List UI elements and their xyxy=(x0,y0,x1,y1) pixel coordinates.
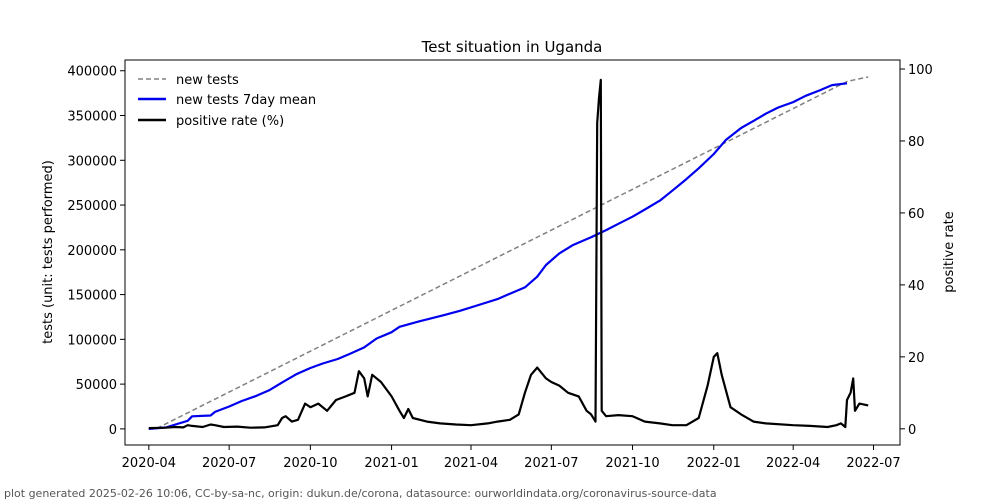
x-tick-label: 2020-07 xyxy=(202,456,256,471)
y-left-tick-label: 400000 xyxy=(67,65,117,80)
x-tick-label: 2021-10 xyxy=(605,456,659,471)
y-left-tick-label: 50000 xyxy=(76,378,117,393)
x-tick-label: 2020-04 xyxy=(122,456,176,471)
y-left-tick-label: 250000 xyxy=(67,199,117,214)
y-right-tick-label: 80 xyxy=(908,135,925,150)
y-axis-right: 0 20 40 60 80 100 xyxy=(900,63,933,438)
y-left-tick-label: 100000 xyxy=(67,333,117,348)
y-right-tick-label: 100 xyxy=(908,63,933,78)
x-axis: 2020-04 2020-07 2020-10 2021-01 2021-04 2021-… xyxy=(122,445,901,471)
chart-title: Test situation in Uganda xyxy=(421,38,603,56)
series-new-tests-7day-mean xyxy=(148,82,848,430)
x-tick-label: 2022-01 xyxy=(687,456,741,471)
plot-frame xyxy=(124,59,901,446)
x-tick-label: 2021-04 xyxy=(444,456,498,471)
legend-label-positive-rate: positive rate (%) xyxy=(176,114,284,129)
y-left-tick-label: 150000 xyxy=(67,289,117,304)
y-axis-left: 0 50000 100000 150000 200000 250000 300000 3500… xyxy=(67,65,125,438)
y-right-tick-label: 60 xyxy=(908,207,925,222)
x-tick-label: 2022-04 xyxy=(766,456,820,471)
y-axis-left-label: tests (unit: tests performed) xyxy=(41,160,56,344)
legend-label-7day-mean: new tests 7day mean xyxy=(176,93,316,108)
y-left-tick-label: 200000 xyxy=(67,244,117,259)
y-left-tick-label: 300000 xyxy=(67,154,117,169)
y-left-tick-label: 0 xyxy=(109,423,117,438)
y-right-tick-label: 40 xyxy=(908,279,925,294)
x-tick-label: 2022-07 xyxy=(846,456,900,471)
x-tick-label: 2021-01 xyxy=(364,456,418,471)
y-axis-right-label: positive rate xyxy=(942,211,957,293)
x-tick-label: 2021-07 xyxy=(524,456,578,471)
footer-text: plot generated 2025-02-26 10:06, CC-by-s… xyxy=(4,487,717,500)
y-right-tick-label: 20 xyxy=(908,351,925,366)
series-new-tests xyxy=(148,76,869,430)
y-right-tick-label: 0 xyxy=(908,423,916,438)
series-positive-rate xyxy=(148,78,869,430)
x-tick-label: 2020-10 xyxy=(283,456,337,471)
y-left-tick-label: 350000 xyxy=(67,110,117,125)
legend-label-new-tests: new tests xyxy=(176,73,239,88)
legend: new tests new tests 7day mean positive r… xyxy=(138,73,316,129)
plot-area xyxy=(148,76,869,430)
